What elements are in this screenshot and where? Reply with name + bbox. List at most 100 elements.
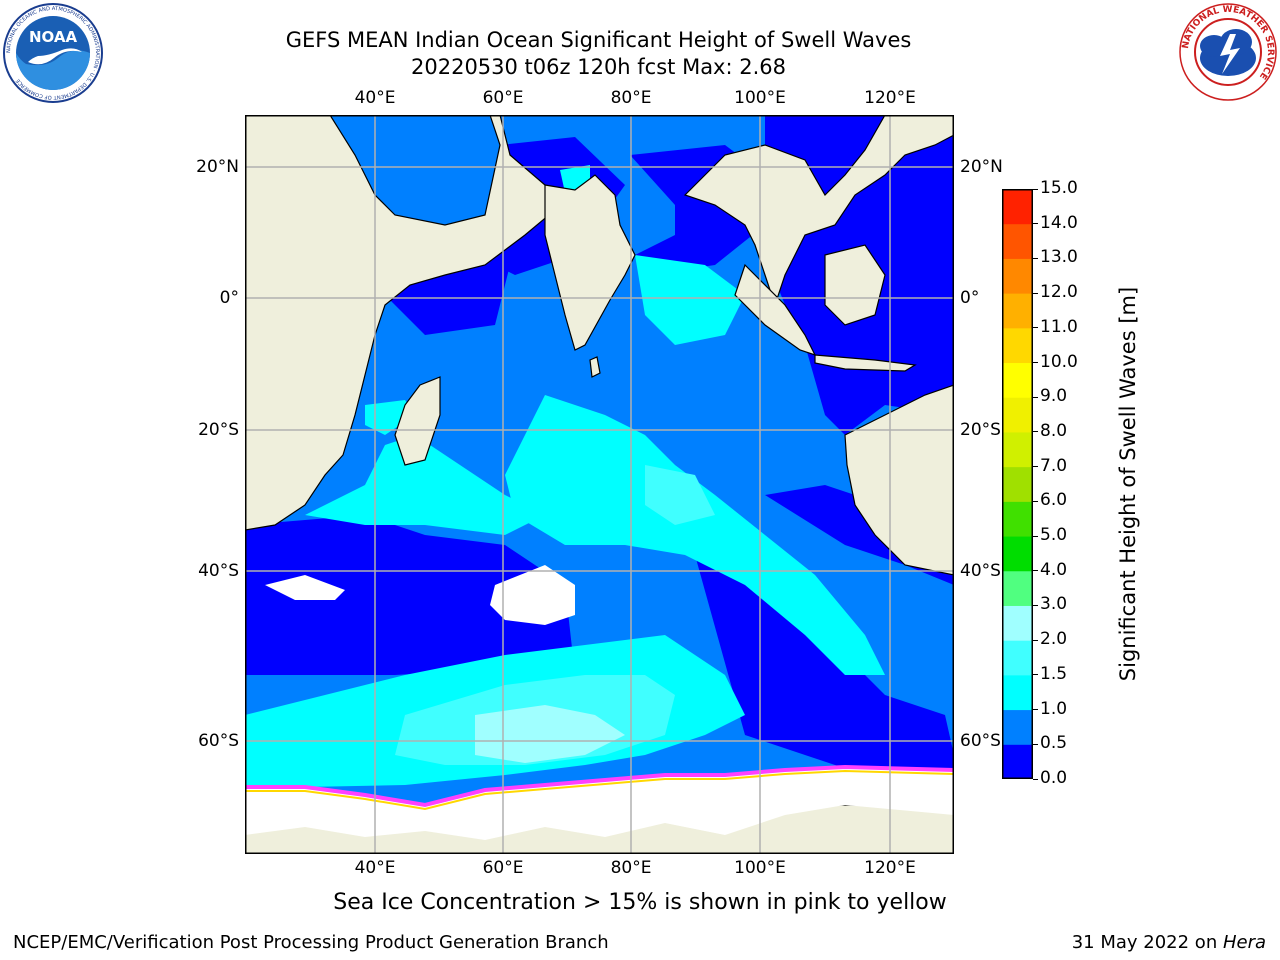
colorbar-tick-mark — [1033, 223, 1038, 225]
colorbar-tick-label: 6.0 — [1040, 490, 1068, 511]
lon-tick-label-bottom: 120°E — [864, 858, 916, 878]
colorbar-tick-label: 4.0 — [1040, 559, 1068, 580]
colorbar-tick-mark — [1033, 743, 1038, 745]
colorbar-tick-label: 1.5 — [1040, 663, 1068, 684]
colorbar-tick-label: 0.0 — [1040, 768, 1068, 788]
colorbar-swatch — [1002, 640, 1033, 676]
lat-tick-label-right: 0° — [960, 288, 980, 308]
noaa-logo-text: NOAA — [29, 28, 78, 46]
sea-ice-region — [245, 767, 954, 840]
sea-ice-edge — [245, 769, 954, 811]
colorbar-tick-label: 15.0 — [1040, 178, 1078, 198]
colorbar-tick-mark — [1033, 257, 1038, 259]
lat-tick-label-right: 60°S — [960, 731, 1001, 751]
colorbar-tick-mark — [1033, 500, 1038, 502]
colorbar-tick-mark — [1033, 778, 1038, 780]
colorbar-tick-label: 5.0 — [1040, 525, 1068, 546]
colorbar-tick-mark — [1033, 639, 1038, 641]
colorbar-tick-label: 11.0 — [1040, 316, 1078, 337]
colorbar-tick-label: 1.0 — [1040, 698, 1068, 719]
colorbar-tick-mark — [1033, 674, 1038, 676]
sea-ice-edge — [245, 764, 954, 808]
medium-swell-region — [305, 435, 545, 535]
colorbar-tick-mark — [1033, 535, 1038, 537]
high-swell-region — [475, 705, 625, 763]
colorbar-tick-mark — [1033, 188, 1038, 190]
nws-logo: NATIONAL WEATHER SERVICE — [1179, 3, 1277, 101]
colorbar-tick-label: 7.0 — [1040, 455, 1068, 476]
colorbar-tick-mark — [1033, 431, 1038, 433]
colorbar-tick-mark — [1033, 362, 1038, 364]
lat-tick-label-left: 40°S — [198, 561, 239, 581]
colorbar-tick-label: 10.0 — [1040, 351, 1078, 372]
lat-tick-label-left: 60°S — [198, 731, 239, 751]
masked-region — [265, 575, 345, 600]
lat-tick-label-left: 0° — [219, 288, 239, 308]
lat-tick-label-right: 40°S — [960, 561, 1001, 581]
medium-swell-region — [365, 400, 415, 435]
masked-region — [490, 565, 575, 625]
colorbar-swatch — [1002, 536, 1033, 572]
colorbar-swatch — [1002, 431, 1033, 468]
colorbar-swatch — [1002, 223, 1033, 259]
colorbar-swatch — [1002, 570, 1033, 606]
map-frame — [245, 115, 954, 854]
chart-title: GEFS MEAN Indian Ocean Significant Heigh… — [285, 28, 912, 52]
footer-organization: NCEP/EMC/Verification Post Processing Pr… — [13, 932, 609, 953]
noaa-logo: NOAA NATIONAL OCEANIC AND ATMOSPHERIC AD… — [3, 3, 103, 103]
land-sri-lanka — [589, 356, 601, 378]
colorbar-swatch — [1002, 189, 1033, 225]
graticule — [245, 115, 954, 854]
colorbar-swatch — [1002, 674, 1033, 711]
footer-date-text: 31 May 2022 on — [1071, 932, 1223, 953]
lon-tick-label-top: 60°E — [482, 88, 524, 108]
lon-tick-label-bottom: 60°E — [482, 858, 524, 878]
footer-date: 31 May 2022 on Hera — [1072, 932, 1266, 953]
lon-tick-label-bottom: 80°E — [610, 858, 652, 878]
high-swell-region — [645, 465, 715, 525]
colorbar-label: Significant Height of Swell Waves [m] — [1116, 286, 1140, 682]
sea-ice-note: Sea Ice Concentration > 15% is shown in … — [333, 890, 947, 915]
swell-height-map — [245, 115, 954, 854]
land-sumatra — [734, 263, 817, 357]
lat-tick-label-left: 20°S — [198, 420, 239, 440]
colorbar-tick-label: 0.5 — [1040, 733, 1068, 754]
colorbar-tick-mark — [1033, 709, 1038, 711]
land-africa-arabia — [245, 115, 556, 531]
lat-tick-label-left: 20°N — [196, 157, 239, 177]
medium-swell-region — [635, 255, 745, 345]
colorbar-swatch — [1002, 709, 1033, 745]
lon-tick-label-top: 100°E — [734, 88, 786, 108]
colorbar-swatch — [1002, 466, 1033, 502]
colorbar-tick-label: 13.0 — [1040, 247, 1078, 268]
colorbar-tick-mark — [1033, 570, 1038, 572]
medium-swell-region — [505, 395, 885, 675]
colorbar-tick-mark — [1033, 327, 1038, 329]
lat-tick-label-right: 20°N — [960, 157, 1003, 177]
colorbar-tick-mark — [1033, 466, 1038, 468]
colorbar-tick-label: 2.0 — [1040, 629, 1068, 650]
colorbar-tick-label: 14.0 — [1040, 212, 1078, 233]
colorbar-swatch — [1002, 362, 1033, 398]
land-southeast-asia — [683, 115, 954, 307]
lon-tick-label-top: 120°E — [864, 88, 916, 108]
colorbar-tick-label: 8.0 — [1040, 420, 1068, 441]
lon-tick-label-top: 80°E — [610, 88, 652, 108]
colorbar-tick-label: 9.0 — [1040, 386, 1068, 407]
land-borneo — [824, 244, 886, 326]
land-australia — [844, 384, 954, 576]
colorbar — [1002, 189, 1033, 779]
colorbar-tick-mark — [1033, 396, 1038, 398]
lon-tick-label-bottom: 100°E — [734, 858, 786, 878]
colorbar-frame — [1002, 189, 1033, 779]
colorbar-swatch — [1002, 605, 1033, 641]
colorbar-tick-mark — [1033, 292, 1038, 294]
colorbar-tick-mark — [1033, 604, 1038, 606]
lat-tick-label-right: 20°S — [960, 420, 1001, 440]
lon-tick-label-bottom: 40°E — [354, 858, 396, 878]
land-india — [544, 174, 636, 351]
colorbar-swatch — [1002, 327, 1033, 364]
colorbar-swatch — [1002, 258, 1033, 294]
colorbar-swatch — [1002, 501, 1033, 537]
colorbar-swatch — [1002, 744, 1033, 779]
